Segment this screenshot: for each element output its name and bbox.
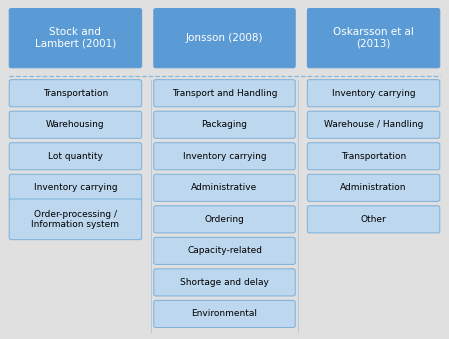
- Text: Inventory carrying: Inventory carrying: [183, 152, 266, 161]
- FancyBboxPatch shape: [307, 111, 440, 138]
- FancyBboxPatch shape: [154, 269, 295, 296]
- FancyBboxPatch shape: [154, 300, 295, 327]
- FancyBboxPatch shape: [307, 8, 440, 68]
- Text: Inventory carrying: Inventory carrying: [332, 89, 415, 98]
- Text: Transport and Handling: Transport and Handling: [172, 89, 277, 98]
- FancyBboxPatch shape: [9, 174, 142, 201]
- Text: Administrative: Administrative: [191, 183, 258, 192]
- FancyBboxPatch shape: [154, 143, 295, 170]
- FancyBboxPatch shape: [9, 143, 142, 170]
- FancyBboxPatch shape: [154, 111, 295, 138]
- Text: Other: Other: [361, 215, 387, 224]
- FancyBboxPatch shape: [154, 174, 295, 201]
- FancyBboxPatch shape: [307, 174, 440, 201]
- FancyBboxPatch shape: [154, 80, 295, 107]
- Text: Oskarsson et al
(2013): Oskarsson et al (2013): [333, 27, 414, 49]
- FancyBboxPatch shape: [154, 8, 295, 68]
- Text: Capacity-related: Capacity-related: [187, 246, 262, 255]
- Text: Warehousing: Warehousing: [46, 120, 105, 129]
- Text: Environmental: Environmental: [192, 310, 257, 318]
- FancyBboxPatch shape: [307, 206, 440, 233]
- Text: Stock and
Lambert (2001): Stock and Lambert (2001): [35, 27, 116, 49]
- FancyBboxPatch shape: [307, 80, 440, 107]
- FancyBboxPatch shape: [154, 206, 295, 233]
- Text: Administration: Administration: [340, 183, 407, 192]
- Text: Packaging: Packaging: [202, 120, 247, 129]
- FancyBboxPatch shape: [9, 199, 142, 240]
- Text: Ordering: Ordering: [205, 215, 244, 224]
- FancyBboxPatch shape: [9, 8, 142, 68]
- Text: Shortage and delay: Shortage and delay: [180, 278, 269, 287]
- Text: Warehouse / Handling: Warehouse / Handling: [324, 120, 423, 129]
- FancyBboxPatch shape: [9, 111, 142, 138]
- Text: Inventory carrying: Inventory carrying: [34, 183, 117, 192]
- Text: Lot quantity: Lot quantity: [48, 152, 103, 161]
- Text: Order-processing /
Information system: Order-processing / Information system: [31, 210, 119, 229]
- FancyBboxPatch shape: [307, 143, 440, 170]
- Text: Transportation: Transportation: [341, 152, 406, 161]
- Text: Jonsson (2008): Jonsson (2008): [186, 33, 263, 43]
- FancyBboxPatch shape: [9, 80, 142, 107]
- Text: Transportation: Transportation: [43, 89, 108, 98]
- FancyBboxPatch shape: [154, 237, 295, 264]
